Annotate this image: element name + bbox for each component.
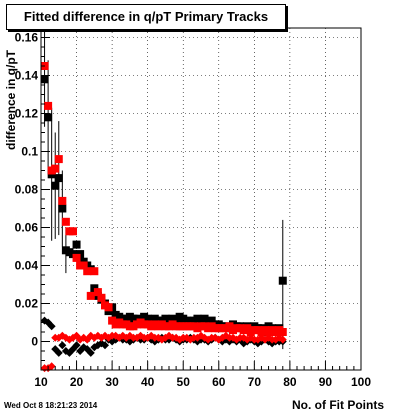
marker-black-square [72,240,81,249]
chart-title: Fitted difference in q/pT Primary Tracks [6,4,286,30]
marker-red-diamond [58,331,67,340]
marker-red-square [86,291,95,300]
marker-red-square [97,293,106,302]
y-tick-label: 0.12 [15,107,39,121]
marker-red-square [61,217,70,226]
marker-red-square [83,267,92,276]
x-tick-label: 60 [212,375,226,389]
y-tick-label: 0.1 [21,145,38,159]
marker-red-square [278,328,287,336]
frame-background [41,28,361,370]
y-tick-label: 0.02 [15,297,39,311]
marker-black-square [51,181,60,190]
x-tick-label: 90 [319,375,333,389]
marker-red-square [93,288,102,297]
marker-black-diamond [58,341,67,350]
marker-black-diamond [86,348,95,357]
y-tick-label: 0.14 [15,69,39,83]
marker-red-square [72,253,81,262]
y-tick-label: 0.08 [15,183,39,197]
marker-red-diamond [278,335,287,344]
marker-black-square [58,204,67,213]
marker-red-square [90,267,99,276]
y-tick-label: 0.16 [15,31,39,45]
x-tick-label: 50 [177,375,191,389]
axes: 10 20 30 40 50 60 70 80 90 100 0 0.02 0.04 0.06 0.08 0.… [15,27,371,389]
x-tick-label: 30 [105,375,119,389]
marker-red-square [104,303,113,312]
marker-black-square [40,75,49,84]
marker-red-square [44,101,53,110]
marker-red-diamond [47,362,56,371]
marker-red-square [79,261,88,270]
marker-red-square [51,164,60,173]
y-tick-label: 0 [31,335,38,349]
marker-black-diamond [72,341,81,350]
data-markers [40,62,287,373]
x-axis-label: No. of Fit Points [292,398,384,412]
marker-black-diamond [47,322,56,331]
y-tick-label: 0.06 [15,221,39,235]
marker-black-diamond [54,348,63,357]
x-tick-label: 80 [283,375,297,389]
y-axis-label: difference in q/pT [4,49,18,150]
x-tick-label: 20 [70,375,84,389]
x-tick-label: 10 [34,375,48,389]
marker-black-square [44,113,53,122]
marker-red-square [58,196,67,205]
x-tick-label: 40 [141,375,155,389]
timestamp-label: Wed Oct 8 18:21:23 2014 [4,401,98,410]
marker-black-diamond [101,341,109,350]
y-tick-label: 0.04 [15,259,39,273]
marker-red-square [54,155,63,164]
marker-black-square [278,276,287,285]
marker-black-square [54,174,63,183]
x-tick-label: 100 [351,375,371,389]
x-tick-label: 70 [248,375,262,389]
marker-red-square [69,227,77,236]
